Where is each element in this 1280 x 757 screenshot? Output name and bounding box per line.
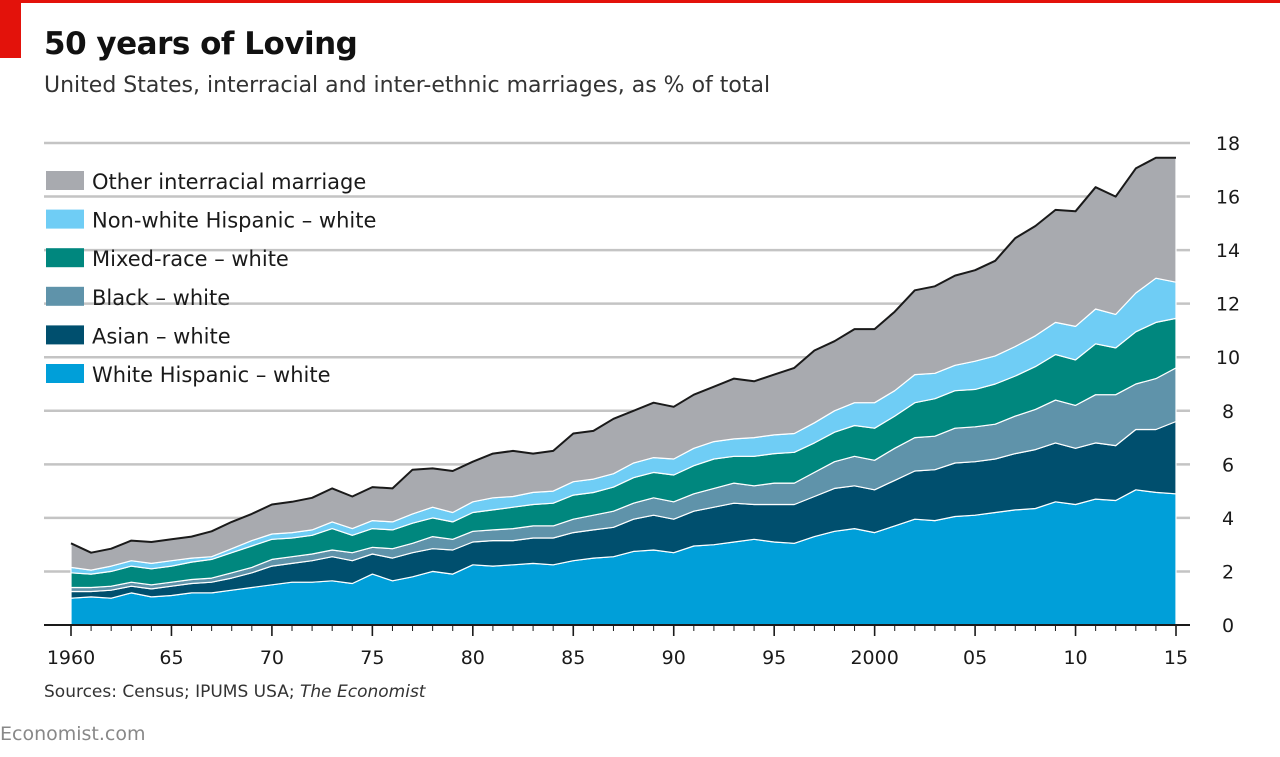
legend-swatch: [46, 364, 84, 383]
x-tick-label: 05: [963, 647, 987, 669]
top-red-rule: [0, 0, 1280, 3]
legend-entry-white-hispanic-white: White Hispanic – white: [46, 363, 331, 387]
total-line: [70, 156, 1176, 554]
x-tick-label: 75: [360, 647, 384, 669]
x-tick-label: 85: [561, 647, 585, 669]
y-tick-label: 10: [1216, 347, 1240, 369]
x-tick-label: 15: [1164, 647, 1188, 669]
legend-label: Asian – white: [92, 324, 231, 348]
y-tick-label: 16: [1216, 187, 1240, 209]
legend-entry-black-white: Black – white: [46, 286, 230, 310]
y-tick-label: 12: [1216, 294, 1240, 316]
chart-subtitle: United States, interracial and inter-eth…: [44, 73, 771, 98]
legend-swatch: [46, 325, 84, 345]
stacked-area-chart: 0 2 4 6 8 10 12 14 16 18 1960 65 70 75 80 85 90 95 2000 05 1…: [44, 133, 1240, 669]
x-tick-label: 2000: [850, 647, 898, 669]
legend-entry-asian-white: Asian – white: [46, 324, 231, 348]
x-tick-label: 80: [461, 647, 485, 669]
source-note: Sources: Census; IPUMS USA; The Economis…: [44, 682, 426, 702]
y-tick-label: 2: [1222, 561, 1234, 583]
chart-title: 50 years of Loving: [44, 26, 358, 62]
x-tick-label: 65: [159, 647, 183, 669]
legend-swatch: [46, 286, 84, 306]
total-outline: [70, 156, 1176, 554]
legend: Other interracial marriage Non-white Hisp…: [46, 170, 376, 387]
y-tick-label: 14: [1216, 240, 1240, 262]
x-tick-label: 95: [762, 647, 786, 669]
x-tick-label: 90: [662, 647, 686, 669]
legend-swatch: [46, 171, 84, 190]
legend-swatch: [46, 209, 84, 229]
legend-label: Mixed-race – white: [92, 247, 289, 271]
y-tick-label: 4: [1222, 508, 1234, 530]
y-tick-label: 6: [1222, 454, 1234, 476]
red-corner-tab: [0, 0, 21, 58]
legend-entry-other-interracial-marriage: Other interracial marriage: [46, 170, 366, 194]
area-series: [70, 157, 1177, 626]
y-tick-label: 18: [1216, 133, 1240, 155]
y-tick-label: 0: [1222, 615, 1234, 637]
legend-entry-mixed-race-white: Mixed-race – white: [46, 247, 289, 271]
legend-label: Other interracial marriage: [92, 170, 366, 194]
x-tick-label: 1960: [47, 647, 95, 669]
x-tick-label: 70: [260, 647, 284, 669]
legend-swatch: [46, 248, 84, 268]
legend-label: White Hispanic – white: [92, 363, 331, 387]
x-tick-label: 10: [1063, 647, 1087, 669]
legend-label: Non-white Hispanic – white: [92, 209, 376, 233]
brand-footer: Economist.com: [0, 723, 146, 745]
legend-label: Black – white: [92, 286, 230, 310]
legend-entry-non-white-hispanic-white: Non-white Hispanic – white: [46, 209, 376, 233]
y-tick-label: 8: [1222, 401, 1234, 423]
axes: 0 2 4 6 8 10 12 14 16 18 1960 65 70 75 80 85 90 95 2000 05 1…: [44, 133, 1240, 669]
